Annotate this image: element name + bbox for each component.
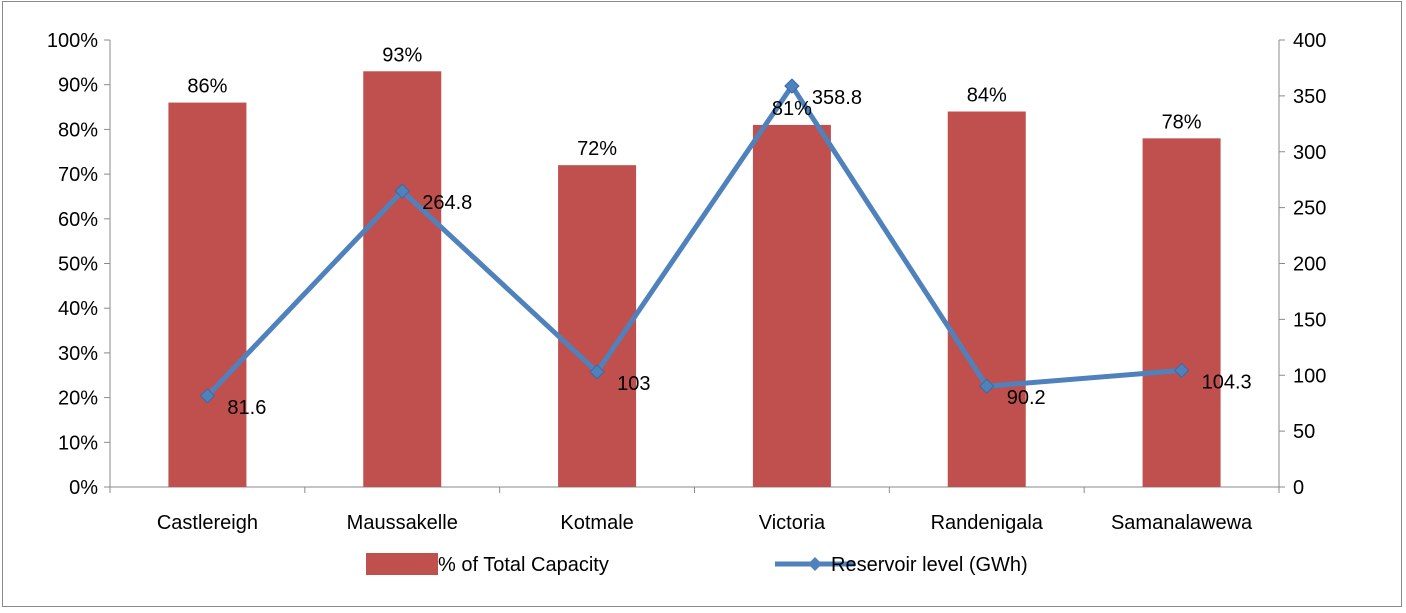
left-tick-label: 80% [58, 119, 98, 141]
line-data-label: 81.6 [227, 397, 266, 419]
left-tick-label: 40% [58, 298, 98, 320]
right-tick-label: 400 [1293, 30, 1326, 52]
bar-data-label: 86% [187, 76, 227, 98]
left-tick-label: 10% [58, 432, 98, 454]
line-data-label: 103 [617, 373, 650, 395]
right-tick-label: 150 [1293, 309, 1326, 331]
left-tick-label: 70% [58, 164, 98, 186]
left-tick-label: 50% [58, 254, 98, 276]
bar-data-label: 81% [772, 98, 812, 120]
x-tick-label: Samanalawewa [1111, 512, 1253, 534]
x-tick-label: Victoria [759, 512, 826, 534]
bar-data-label: 84% [967, 85, 1007, 107]
right-tick-label: 0 [1293, 477, 1304, 499]
right-tick-label: 250 [1293, 198, 1326, 220]
series-line [205, 83, 1182, 398]
line-point [199, 388, 216, 404]
left-tick-label: 90% [58, 75, 98, 97]
line-data-label: 90.2 [1007, 387, 1046, 409]
legend-bar-label: % of Total Capacity [438, 554, 609, 576]
right-tick-label: 100 [1293, 365, 1326, 387]
bar [947, 111, 1026, 488]
bar [558, 165, 637, 487]
line-data-label: 358.8 [812, 87, 862, 109]
left-tick-label: 0% [69, 477, 98, 499]
left-tick-label: 20% [58, 388, 98, 410]
line-data-label: 264.8 [422, 192, 472, 214]
chart-svg: 0% 10% 20% 30% 40% 50% 60% 70% 80% 90% 100% 0 50 100 1… [47, 30, 1327, 576]
line-point [784, 78, 800, 94]
legend-bar-swatch [366, 553, 438, 575]
line-point [1173, 362, 1190, 379]
x-tick-label: Randenigala [931, 512, 1044, 534]
line-data-label: 104.3 [1202, 371, 1252, 393]
left-tick-label: 30% [58, 343, 98, 365]
bar [168, 102, 247, 487]
left-tick-label: 100% [47, 30, 98, 52]
x-tick-label: Kotmale [560, 512, 633, 534]
line-point [589, 364, 605, 380]
right-tick-label: 350 [1293, 86, 1326, 108]
right-tick-label: 300 [1293, 142, 1326, 164]
right-tick-label: 50 [1293, 421, 1315, 443]
bar [363, 71, 442, 487]
legend-line-marker [808, 557, 822, 571]
legend-line-label: Reservoir level (GWh) [831, 554, 1028, 576]
bar-data-label: 93% [382, 44, 422, 66]
bar [752, 124, 831, 488]
left-tick-label: 60% [58, 209, 98, 231]
bar [1142, 138, 1221, 487]
x-tick-label: Maussakelle [347, 512, 458, 534]
line-point [979, 378, 995, 394]
bar-data-label: 72% [577, 138, 617, 160]
line-point [394, 183, 410, 199]
x-tick-label: Castlereigh [157, 512, 258, 534]
bar-data-label: 78% [1162, 111, 1202, 133]
right-tick-label: 200 [1293, 254, 1326, 276]
